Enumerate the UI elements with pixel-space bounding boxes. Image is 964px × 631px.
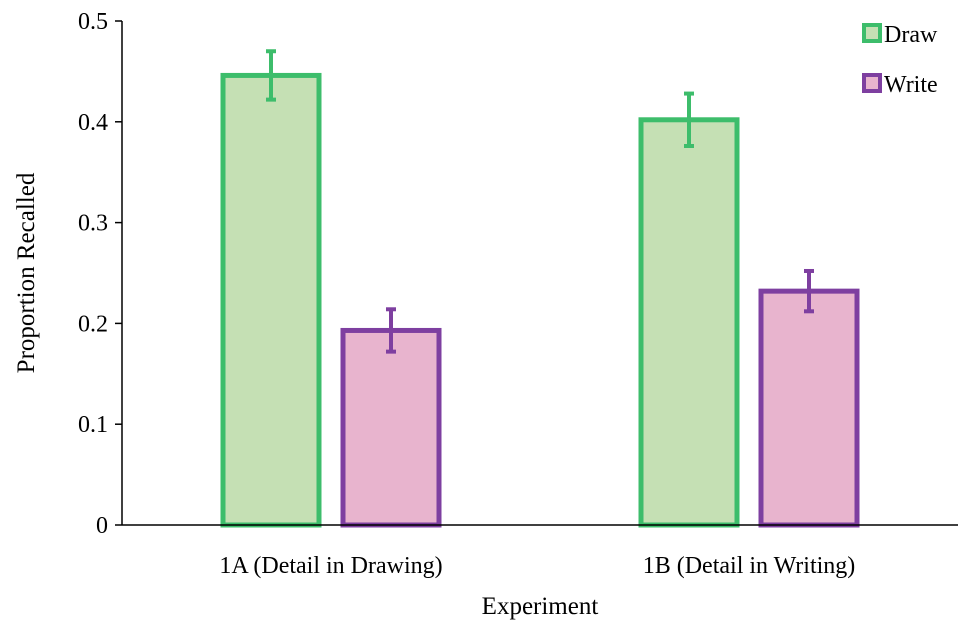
- error-bars-layer: [266, 49, 814, 354]
- legend-label-write: Write: [884, 72, 938, 98]
- x-tick-label: 1B (Detail in Writing): [643, 553, 856, 579]
- x-axis-title: Experiment: [482, 593, 599, 620]
- bars-layer: [220, 72, 860, 528]
- legend: Draw Write: [862, 22, 938, 98]
- y-tick-label: 0.3: [78, 211, 108, 237]
- bar-write: [340, 327, 442, 528]
- x-tick-labels: 1A (Detail in Drawing) 1B (Detail in Writ…: [219, 553, 855, 579]
- x-tick-label: 1A (Detail in Drawing): [219, 553, 442, 579]
- bar-draw: [220, 72, 322, 528]
- y-ticks: 0 0.1 0.2 0.3 0.4 0.5: [78, 9, 122, 539]
- legend-swatch-write: [862, 73, 882, 93]
- y-tick-label: 0: [96, 513, 108, 539]
- axes-layer: [121, 21, 958, 526]
- y-tick-label: 0.1: [78, 412, 108, 438]
- y-axis-title: Proportion Recalled: [13, 172, 40, 373]
- bar-draw: [638, 117, 740, 528]
- y-tick-label: 0.5: [78, 9, 108, 35]
- legend-swatch-draw: [862, 23, 882, 43]
- y-tick-label: 0.2: [78, 311, 108, 337]
- bar-write: [758, 288, 860, 528]
- legend-label-draw: Draw: [884, 22, 938, 48]
- y-tick-label: 0.4: [78, 110, 108, 136]
